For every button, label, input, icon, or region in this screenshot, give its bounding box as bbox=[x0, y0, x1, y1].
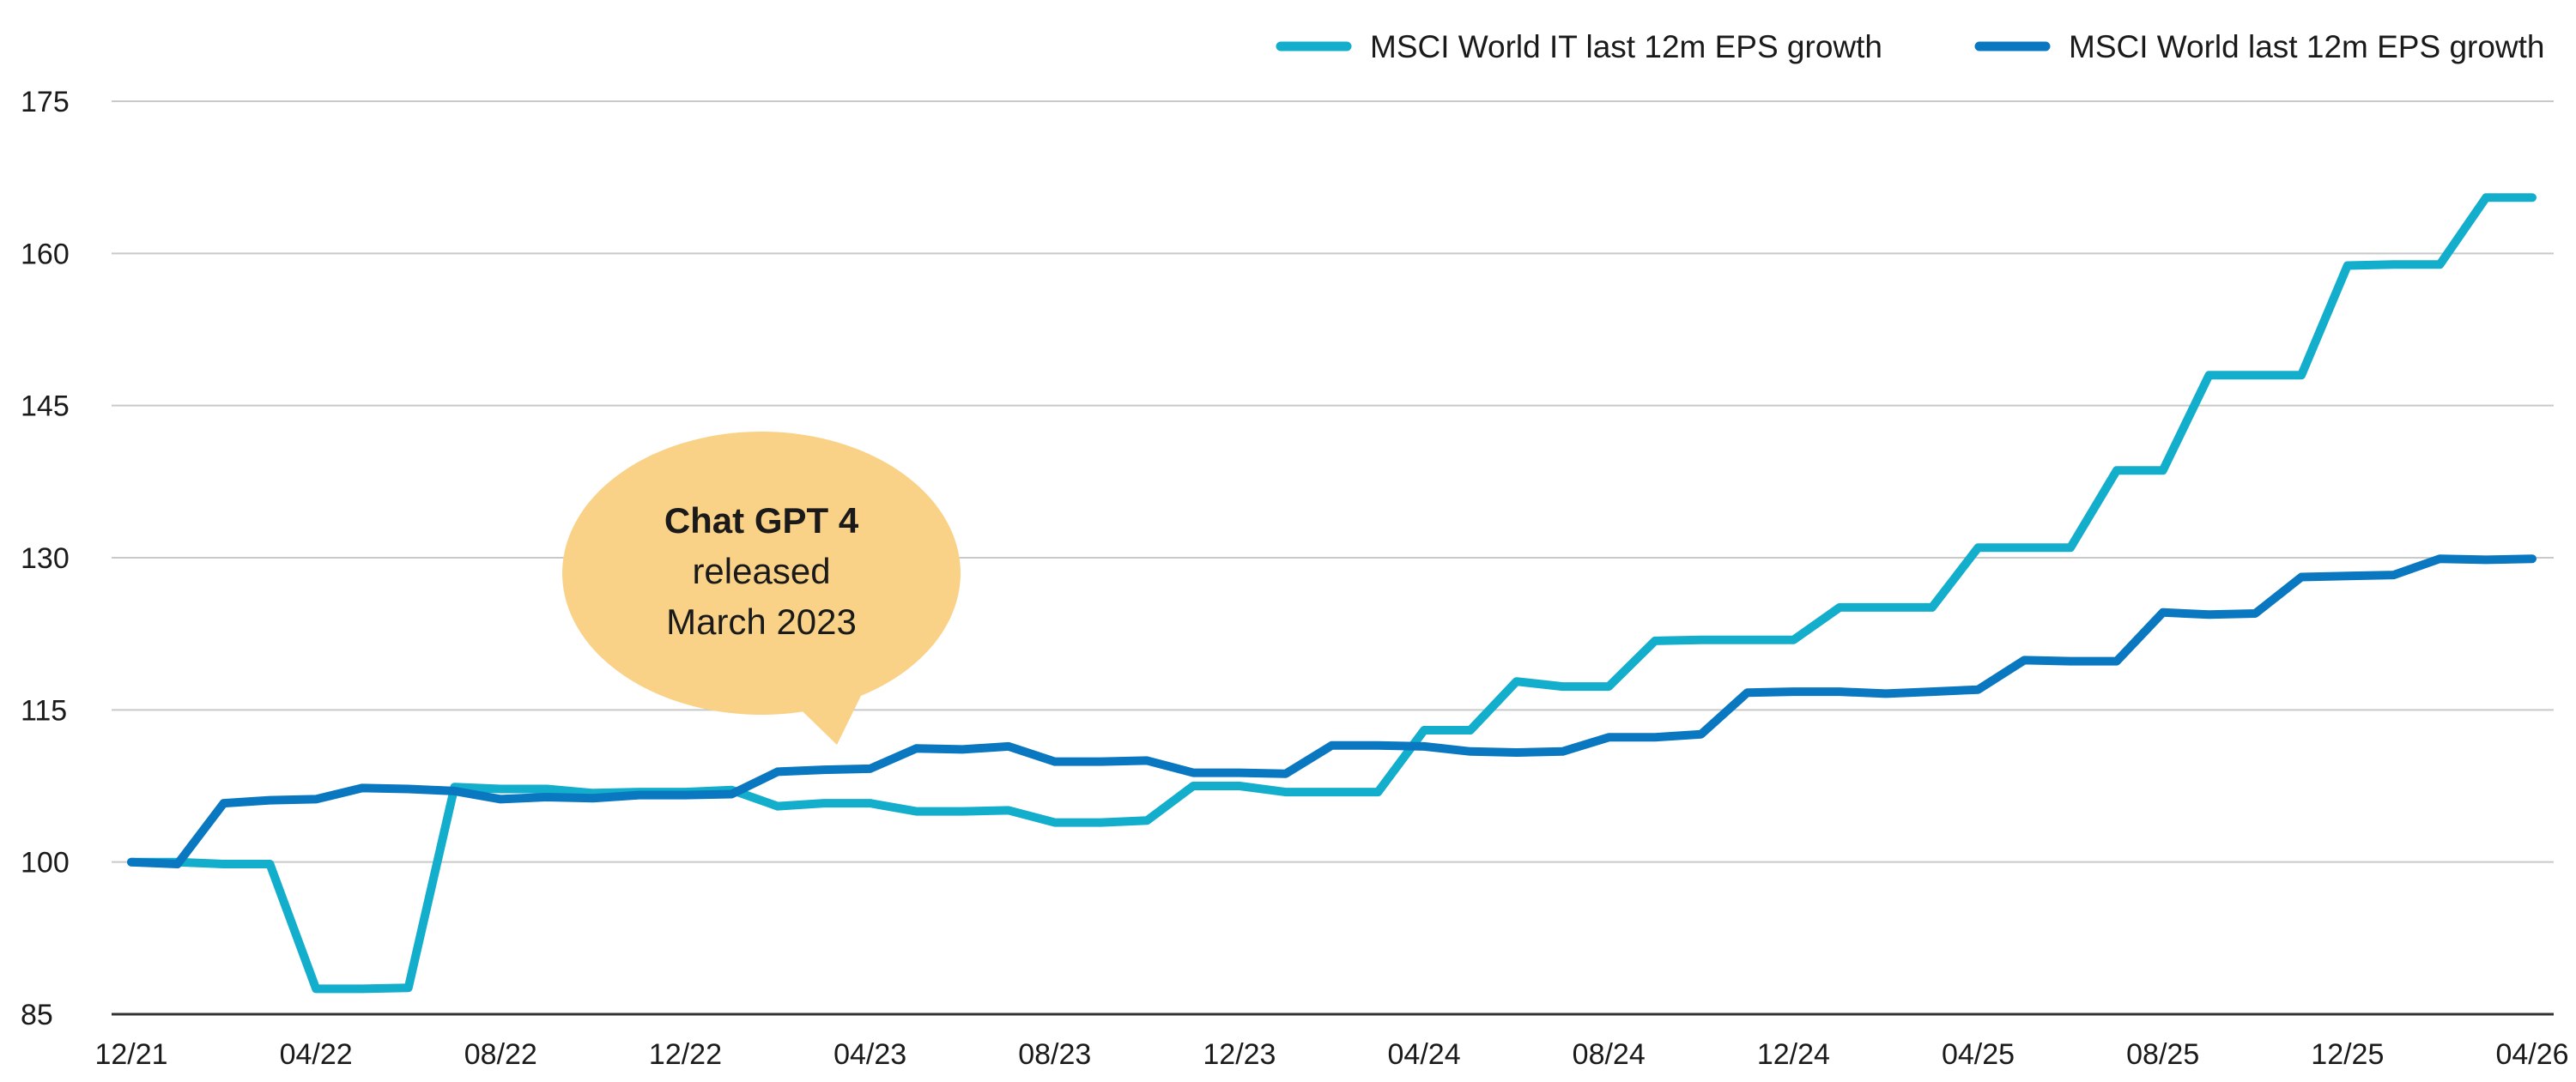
callout-line-2: released bbox=[692, 551, 830, 591]
y-tick-label: 85 bbox=[21, 999, 53, 1031]
x-tick-label: 12/23 bbox=[1203, 1038, 1276, 1071]
legend: MSCI World IT last 12m EPS growth MSCI W… bbox=[1276, 29, 2545, 64]
y-tick-label: 100 bbox=[21, 847, 70, 880]
x-tick-label: 08/23 bbox=[1018, 1038, 1091, 1071]
x-tick-label: 12/25 bbox=[2311, 1038, 2384, 1071]
x-tick-label: 08/22 bbox=[464, 1038, 537, 1071]
x-tick-label: 08/24 bbox=[1573, 1038, 1646, 1071]
x-tick-label: 08/25 bbox=[2126, 1038, 2199, 1071]
y-tick-label: 175 bbox=[21, 86, 70, 118]
x-tick-label: 04/25 bbox=[1942, 1038, 2015, 1071]
x-tick-label: 04/26 bbox=[2495, 1038, 2568, 1071]
x-tick-label: 12/21 bbox=[94, 1038, 167, 1071]
legend-label-world: MSCI World last 12m EPS growth bbox=[2069, 29, 2545, 64]
x-tick-label: 04/24 bbox=[1388, 1038, 1461, 1071]
y-tick-label: 130 bbox=[21, 542, 70, 575]
y-tick-label: 115 bbox=[21, 694, 67, 727]
axes: 85 100 115 130 145 160 175 12/21 04/22 08/22 12/22… bbox=[21, 86, 2569, 1071]
y-tick-label: 145 bbox=[21, 390, 70, 423]
gridlines bbox=[112, 100, 2554, 1016]
x-tick-label: 04/23 bbox=[833, 1038, 906, 1071]
legend-label-it: MSCI World IT last 12m EPS growth bbox=[1370, 29, 1882, 64]
x-tick-label: 12/24 bbox=[1757, 1038, 1830, 1071]
callout-bubble bbox=[562, 431, 961, 745]
x-tick-label: 04/22 bbox=[280, 1038, 353, 1071]
y-tick-label: 160 bbox=[21, 238, 70, 270]
x-tick-label: 12/22 bbox=[649, 1038, 722, 1071]
callout-annotation: Chat GPT 4 released March 2023 bbox=[562, 431, 961, 745]
callout-line-3: March 2023 bbox=[666, 601, 857, 642]
series-lines bbox=[127, 193, 2537, 994]
series-line-msci-world-it bbox=[127, 193, 2537, 994]
series-line-msci-world bbox=[127, 554, 2537, 868]
callout-line-1: Chat GPT 4 bbox=[664, 500, 859, 541]
